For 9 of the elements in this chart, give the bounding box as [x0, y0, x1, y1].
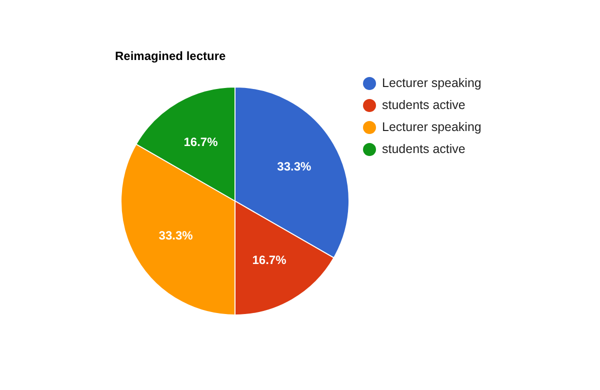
legend-label: students active	[382, 141, 466, 158]
data-label: 16.7%	[252, 253, 287, 268]
data-label: 33.3%	[158, 228, 194, 242]
data-label: 33.3%	[277, 160, 312, 174]
chart-title: Reimagined lecture	[115, 49, 226, 63]
legend-label: Lecturer speaking	[382, 119, 482, 136]
data-label: 16.7%	[184, 134, 218, 149]
legend-label: students active	[382, 97, 466, 114]
legend-label: Lecturer speaking	[382, 75, 482, 92]
